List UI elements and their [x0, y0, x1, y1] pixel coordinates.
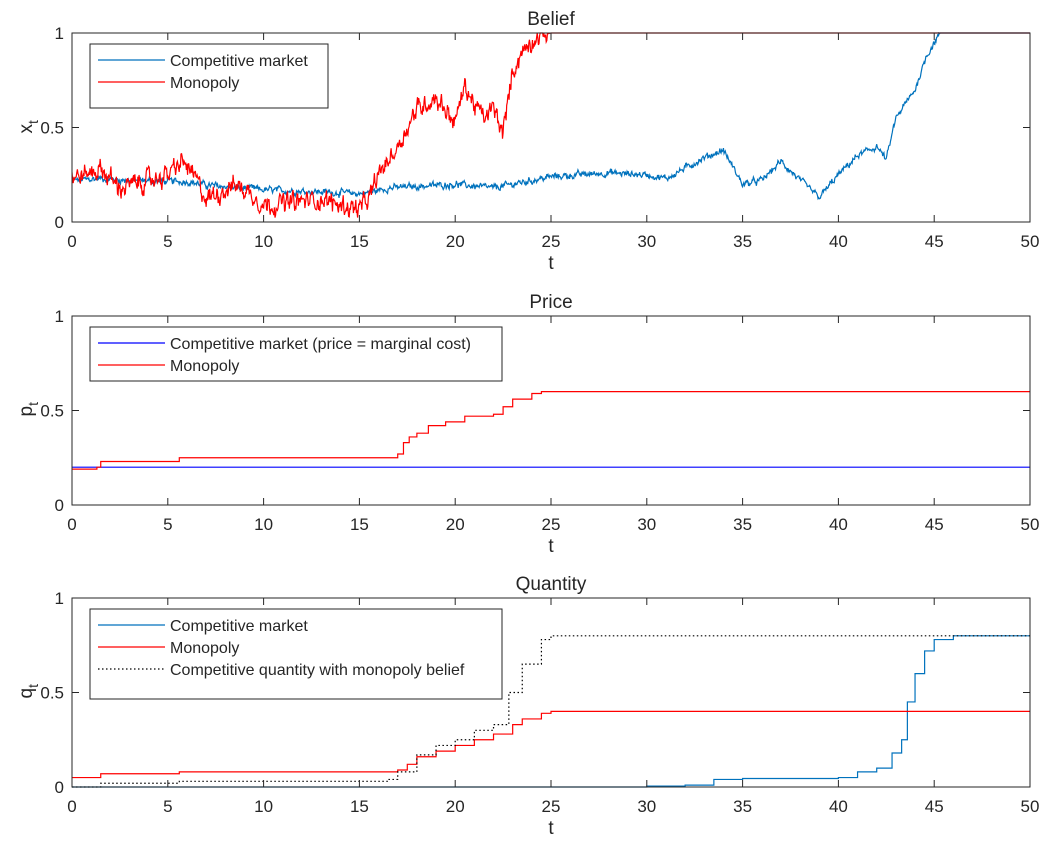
x-tick-label: 5	[163, 515, 172, 534]
y-tick-label: 0.5	[40, 119, 64, 138]
x-axis-label: t	[548, 536, 554, 557]
y-tick-label: 0.5	[40, 402, 64, 421]
x-axis-label: t	[548, 253, 554, 274]
x-axis-label: t	[548, 818, 554, 839]
chart-quantity: Quantity 0 5 10 15 20 25 30 35 40 45 50 0 0.5 1 t qt Comp…	[16, 574, 1039, 839]
chart-title: Price	[529, 292, 572, 313]
x-tick-label: 40	[829, 515, 848, 534]
y-tick-label: 1	[55, 589, 64, 608]
x-tick-label: 10	[254, 515, 273, 534]
x-tick-label: 40	[829, 797, 848, 816]
y-tick-label: 0	[55, 213, 64, 232]
x-tick-label: 20	[446, 232, 465, 251]
x-tick-label: 10	[254, 232, 273, 251]
legend-box	[89, 326, 503, 382]
x-tick-label: 30	[637, 515, 656, 534]
legend-label: Competitive market	[170, 53, 308, 70]
y-tick-label: 1	[55, 24, 64, 43]
chart-price: Price 0 5 10 15 20 25 30 35 40 45 50 0 0.5 1 t pt Competi…	[16, 292, 1039, 557]
x-tick-label: 20	[446, 515, 465, 534]
legend: Competitive market Monopoly	[89, 43, 329, 109]
legend-label: Competitive quantity with monopoly belie…	[170, 662, 465, 679]
legend-label: Monopoly	[170, 640, 239, 657]
x-tick-label: 25	[542, 515, 561, 534]
legend-box	[89, 608, 503, 700]
legend: Competitive market (price = marginal cos…	[89, 326, 503, 382]
x-tick-label: 45	[925, 515, 944, 534]
x-tick-label: 0	[67, 515, 76, 534]
chart-belief: Belief 0 5 10 15 20 25 30 35 40 45 50 0 0.5 1 t xt Compet…	[16, 9, 1039, 274]
x-tick-label: 0	[67, 797, 76, 816]
y-axis-label: pt	[16, 402, 41, 417]
x-tick-label: 45	[925, 232, 944, 251]
legend-label: Competitive market	[170, 618, 308, 635]
x-tick-label: 25	[542, 797, 561, 816]
x-tick-label: 35	[733, 515, 752, 534]
legend-label: Monopoly	[170, 75, 239, 92]
x-tick-label: 20	[446, 797, 465, 816]
x-tick-label: 15	[350, 515, 369, 534]
x-tick-label: 15	[350, 232, 369, 251]
legend-box	[89, 43, 329, 109]
series-line-1	[72, 391, 1030, 470]
y-tick-label: 0	[55, 496, 64, 515]
series-line-1	[72, 710, 1030, 779]
x-tick-label: 50	[1021, 232, 1040, 251]
x-tick-label: 25	[542, 232, 561, 251]
chart-title: Quantity	[516, 574, 587, 595]
series-line-0	[72, 635, 1030, 788]
y-axis-label: xt	[16, 120, 41, 134]
x-tick-label: 30	[637, 797, 656, 816]
legend-label: Monopoly	[170, 358, 239, 375]
y-tick-label: 0	[55, 778, 64, 797]
y-tick-label: 1	[55, 307, 64, 326]
x-tick-label: 0	[67, 232, 76, 251]
x-tick-label: 35	[733, 797, 752, 816]
x-tick-label: 15	[350, 797, 369, 816]
chart-title: Belief	[527, 9, 575, 30]
y-axis-label: qt	[16, 684, 41, 699]
series-line-2	[72, 635, 1030, 788]
x-tick-label: 10	[254, 797, 273, 816]
y-tick-label: 0.5	[40, 684, 64, 703]
x-tick-label: 40	[829, 232, 848, 251]
legend: Competitive market Monopoly Competitive qu…	[89, 608, 503, 700]
x-tick-label: 45	[925, 797, 944, 816]
x-tick-label: 5	[163, 797, 172, 816]
x-tick-label: 50	[1021, 515, 1040, 534]
x-tick-label: 5	[163, 232, 172, 251]
x-tick-label: 50	[1021, 797, 1040, 816]
x-tick-label: 35	[733, 232, 752, 251]
legend-label: Competitive market (price = marginal cos…	[170, 336, 471, 353]
x-tick-label: 30	[637, 232, 656, 251]
